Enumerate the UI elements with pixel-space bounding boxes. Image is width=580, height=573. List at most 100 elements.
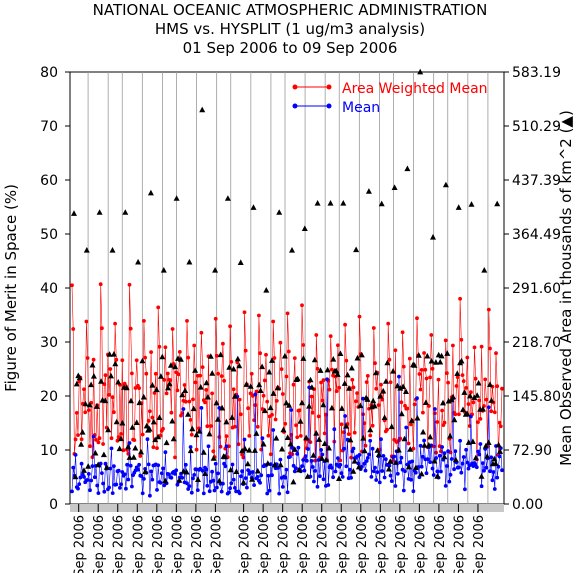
mean-point [100, 471, 104, 475]
observed-area-point [89, 361, 96, 368]
series-mean [70, 374, 504, 498]
area-weighted-mean-point [103, 373, 108, 378]
observed-area-point [276, 209, 283, 215]
observed-area-point [279, 445, 285, 452]
observed-area-point [395, 446, 402, 453]
mean-point [173, 472, 177, 476]
mean-point [159, 471, 164, 476]
observed-area-point [438, 352, 445, 359]
left-tick-label: 20 [40, 389, 58, 405]
area-weighted-mean-point [113, 321, 117, 326]
observed-area-point [316, 436, 323, 442]
area-weighted-mean-point [188, 418, 193, 422]
mean-point [340, 475, 345, 479]
mean-point [343, 414, 347, 418]
mean-point [336, 456, 340, 460]
left-axis: 0 10 20 30 40 50 60 70 80 [40, 65, 70, 513]
area-weighted-mean-point [445, 371, 449, 375]
observed-area-point [367, 426, 374, 433]
area-weighted-mean-point [376, 403, 381, 407]
area-weighted-mean-point [457, 412, 461, 417]
area-weighted-mean-point [77, 379, 82, 384]
mean-point [169, 475, 174, 480]
mean-point [474, 465, 479, 470]
observed-area-point [217, 351, 224, 358]
observed-area-point [451, 416, 458, 423]
observed-area-point [86, 401, 93, 408]
mean-point [362, 461, 367, 466]
mean-point [371, 469, 376, 474]
observed-area-point [401, 435, 408, 442]
mean-point [167, 472, 171, 477]
right-tick-label: 364.49 [512, 227, 561, 243]
mean-point [351, 446, 356, 451]
area-weighted-mean-point [243, 348, 248, 353]
observed-area-point [441, 453, 448, 460]
observed-area-point [206, 430, 213, 437]
mean-point [258, 480, 262, 485]
mean-point [280, 485, 285, 489]
x-tick-label: Sep 2006 [151, 515, 166, 573]
area-weighted-mean-point [460, 373, 465, 377]
mean-point [457, 465, 461, 470]
area-weighted-mean-point [465, 355, 470, 360]
area-weighted-mean-point [192, 343, 197, 348]
mean-point [392, 454, 397, 459]
x-tick-label: Sep 2006 [257, 515, 272, 573]
mean-point [77, 482, 82, 486]
observed-area-point [317, 367, 324, 373]
area-weighted-mean-point [271, 319, 276, 324]
mean-point [304, 458, 309, 463]
mean-point [92, 475, 97, 480]
mean-point [302, 468, 307, 473]
area-weighted-mean-point [494, 351, 498, 356]
mean-point [365, 456, 370, 460]
area-weighted-mean-point [150, 415, 155, 420]
x-tick-label: Sep 2006 [131, 515, 146, 573]
observed-area-point [442, 181, 449, 188]
observed-area-point [88, 381, 95, 388]
area-weighted-mean-point [262, 378, 267, 383]
area-weighted-mean-point [315, 366, 320, 371]
observed-area-point [398, 410, 405, 417]
x-tick-label: Sep 2006 [433, 515, 448, 573]
area-weighted-mean-point [205, 424, 210, 429]
mean-point [303, 454, 308, 458]
observed-area-point [177, 356, 184, 362]
mean-point [239, 474, 243, 479]
observed-area-point [182, 387, 189, 393]
area-weighted-mean-point [476, 420, 480, 424]
observed-area-point [79, 429, 86, 435]
observed-area-point [170, 435, 177, 442]
observed-area-point [424, 352, 431, 359]
observed-area-point [280, 426, 287, 433]
mean-point [149, 469, 154, 474]
mean-point [312, 479, 316, 484]
observed-area-point [185, 411, 191, 417]
mean-point [401, 488, 406, 493]
observed-area-point [96, 209, 103, 215]
mean-point [296, 445, 301, 450]
area-weighted-mean-point [423, 367, 428, 372]
area-weighted-mean-point [254, 389, 259, 394]
mean-point [388, 473, 393, 478]
area-weighted-mean-point [193, 380, 198, 385]
area-weighted-mean-point [407, 356, 412, 361]
area-weighted-mean-point [156, 305, 161, 310]
observed-area-point [204, 393, 211, 400]
area-weighted-mean-point [108, 367, 113, 371]
x-tick-label: Sep 2006 [277, 515, 292, 573]
observed-area-point [314, 200, 321, 206]
area-weighted-mean-point [442, 420, 447, 425]
mean-point [403, 469, 407, 474]
mean-point [127, 441, 132, 445]
mean-point [377, 480, 382, 485]
area-weighted-mean-point [182, 383, 187, 387]
observed-area-point [384, 359, 391, 366]
area-weighted-mean-point [153, 371, 158, 376]
mean-point [243, 476, 248, 480]
area-weighted-mean-point [316, 414, 321, 419]
mean-point [459, 470, 464, 475]
area-weighted-mean-point [297, 408, 302, 413]
mean-point [216, 471, 221, 476]
